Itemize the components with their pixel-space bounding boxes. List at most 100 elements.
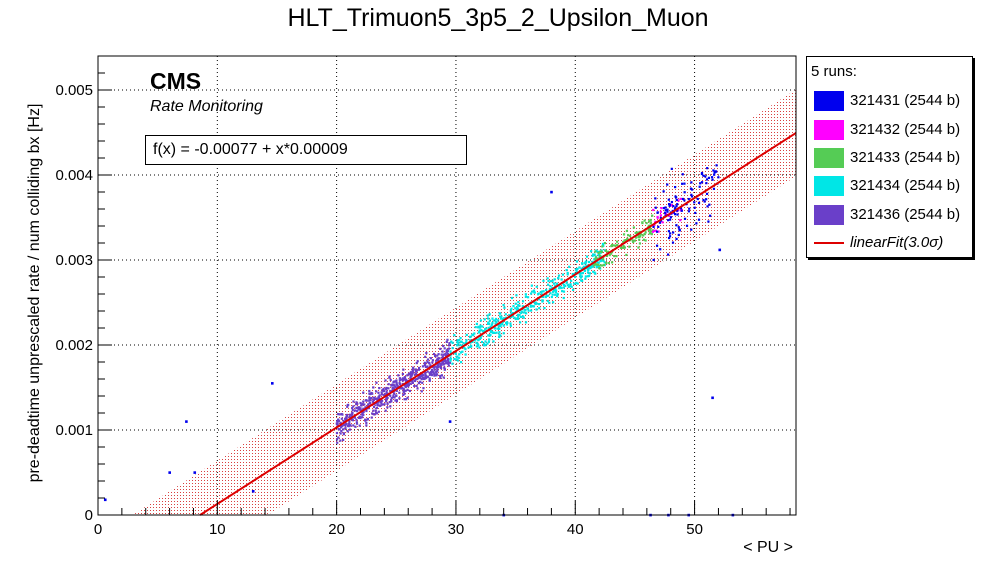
data-point — [350, 424, 352, 426]
legend-swatch — [814, 91, 844, 111]
data-point — [458, 357, 460, 359]
data-point — [338, 428, 340, 430]
data-point — [512, 305, 514, 307]
data-point — [387, 387, 389, 389]
data-point — [394, 386, 396, 388]
data-point — [602, 243, 604, 245]
data-point — [388, 383, 390, 385]
y-tick-label: 0 — [85, 507, 93, 524]
data-point — [566, 269, 568, 271]
data-point — [488, 338, 490, 340]
legend-label: 321432 (2544 b) — [850, 121, 960, 138]
data-point — [392, 381, 394, 383]
data-point — [430, 357, 432, 359]
data-point — [672, 205, 674, 207]
data-point — [467, 346, 469, 348]
data-point — [556, 293, 558, 295]
data-point — [558, 275, 560, 277]
fit-formula-text: f(x) = -0.00077 + x*0.00009 — [153, 141, 348, 158]
data-point — [341, 414, 343, 416]
data-point — [531, 285, 533, 287]
data-point — [459, 337, 461, 339]
data-point — [656, 212, 658, 214]
data-point — [669, 219, 671, 221]
data-point — [368, 402, 370, 404]
data-point — [563, 297, 565, 299]
data-point — [489, 313, 491, 315]
data-point — [424, 363, 426, 365]
data-point — [602, 258, 604, 260]
data-point — [659, 248, 661, 250]
data-point — [425, 366, 427, 368]
data-point — [631, 239, 633, 241]
data-point — [561, 278, 563, 280]
data-point — [446, 339, 448, 341]
data-point — [698, 202, 700, 204]
data-point — [667, 219, 669, 221]
data-point — [417, 377, 419, 379]
data-point — [679, 219, 681, 221]
data-point — [648, 220, 650, 222]
data-point — [406, 374, 408, 376]
data-point — [655, 207, 657, 209]
data-point — [678, 228, 680, 230]
data-point — [390, 379, 392, 381]
data-point — [528, 310, 530, 312]
x-tick-label: 40 — [567, 521, 584, 538]
data-point — [458, 353, 460, 355]
data-point — [399, 379, 401, 381]
data-point — [473, 332, 475, 334]
data-point — [541, 299, 543, 301]
data-point — [656, 231, 658, 233]
data-point — [714, 171, 716, 173]
data-point — [567, 273, 569, 275]
data-point — [688, 210, 690, 212]
data-point — [346, 406, 348, 408]
legend-item-321436: 321436 (2544 b) — [812, 202, 972, 228]
data-point — [601, 245, 603, 247]
data-point — [567, 284, 569, 286]
data-point — [561, 290, 563, 292]
data-point — [633, 226, 635, 228]
data-point — [437, 353, 439, 355]
data-point — [381, 393, 383, 395]
data-point — [675, 205, 677, 207]
data-point — [672, 241, 674, 243]
data-point — [574, 276, 576, 278]
data-point — [519, 321, 521, 323]
data-point — [397, 374, 399, 376]
data-point — [532, 305, 534, 307]
data-point — [359, 425, 361, 427]
legend-fit-line — [814, 242, 844, 244]
data-point — [475, 326, 477, 328]
data-point — [442, 345, 444, 347]
data-point — [625, 254, 627, 256]
data-point — [367, 418, 369, 420]
data-point — [429, 377, 431, 379]
data-point — [352, 424, 354, 426]
data-point — [453, 334, 455, 336]
data-point — [669, 232, 671, 234]
data-point — [449, 350, 451, 352]
data-point — [556, 295, 558, 297]
data-point — [379, 405, 381, 407]
data-point — [390, 399, 392, 401]
data-point — [457, 342, 459, 344]
data-point — [365, 422, 367, 424]
data-point — [551, 280, 553, 282]
data-point — [402, 373, 404, 375]
legend-item-321433: 321433 (2544 b) — [812, 145, 972, 171]
data-point — [337, 436, 339, 438]
data-point — [405, 390, 407, 392]
data-point — [535, 302, 537, 304]
data-point — [476, 323, 478, 325]
data-point — [381, 391, 383, 393]
outlier-point — [550, 191, 553, 194]
data-point — [358, 416, 360, 418]
data-point — [351, 412, 353, 414]
data-point — [342, 428, 344, 430]
data-point — [450, 358, 452, 360]
data-point — [384, 379, 386, 381]
data-point — [352, 400, 354, 402]
